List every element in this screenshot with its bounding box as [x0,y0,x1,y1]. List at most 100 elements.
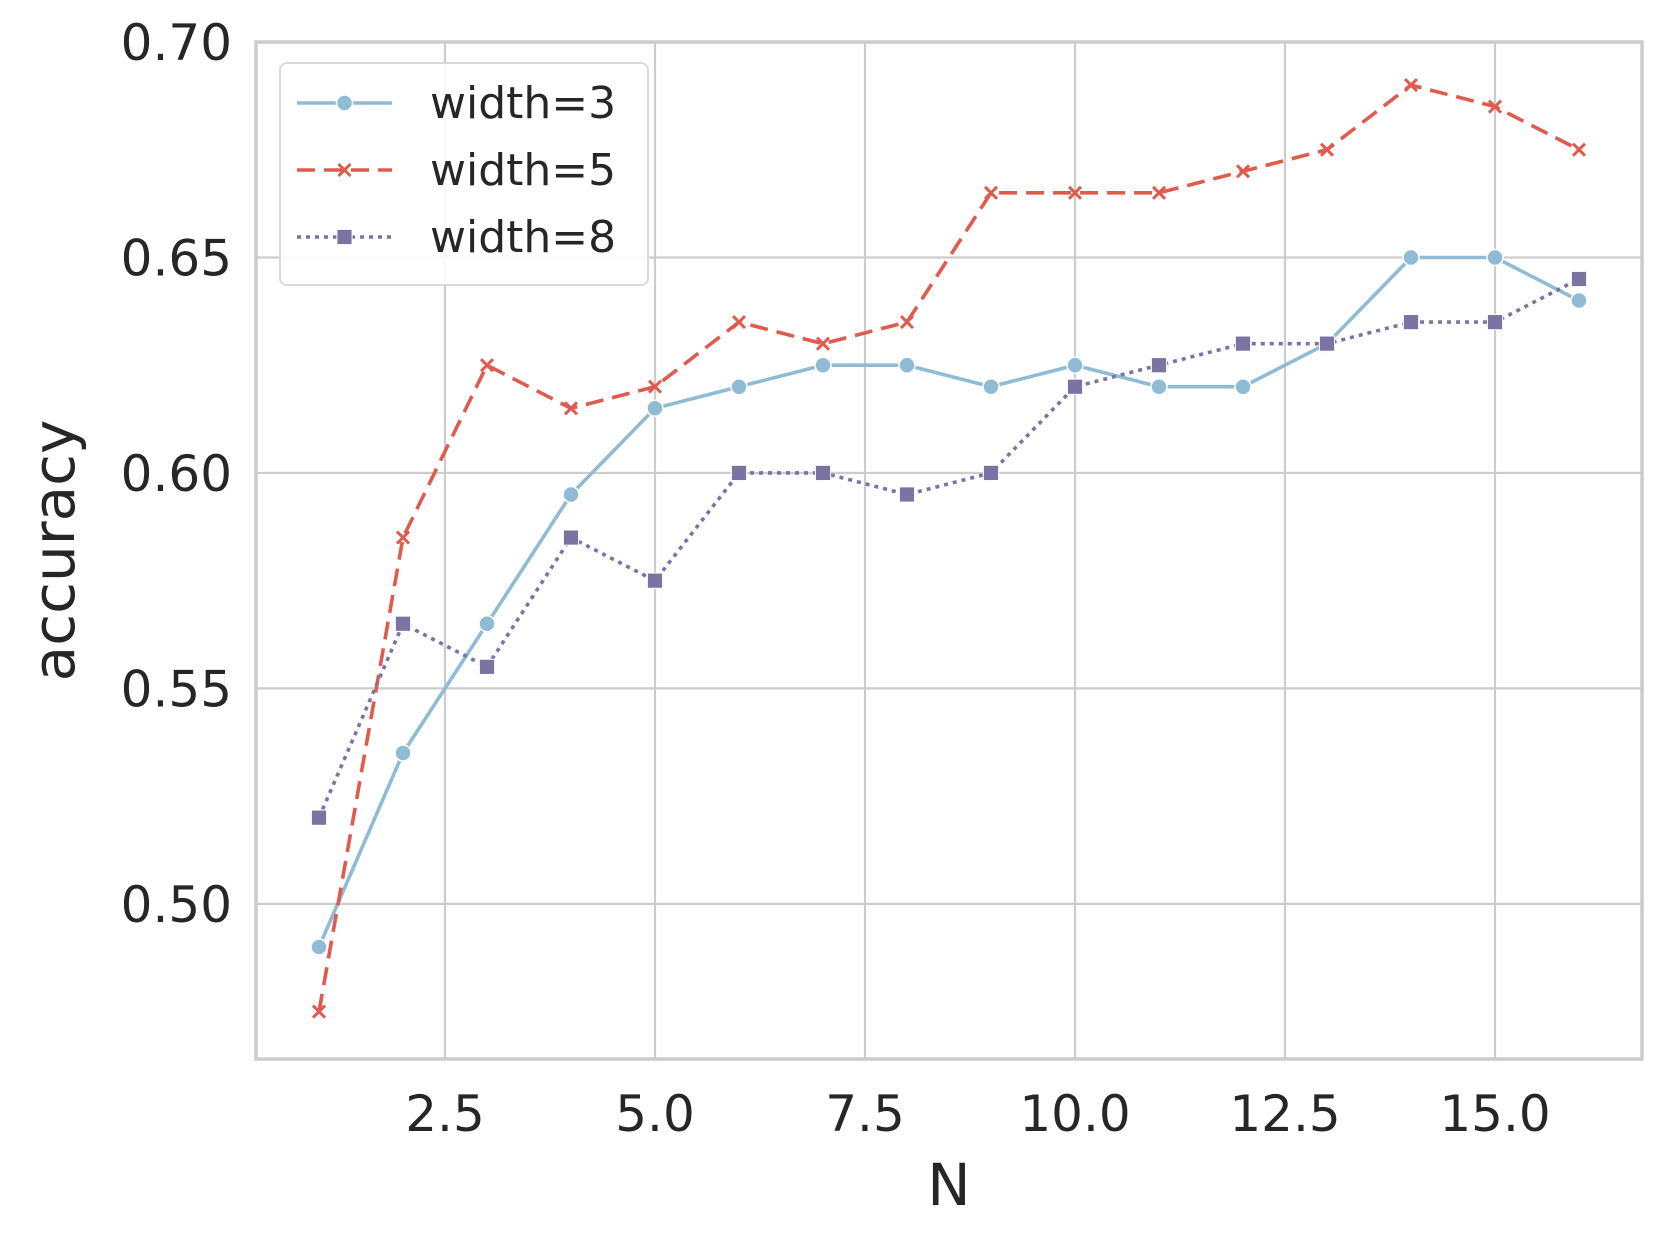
legend-box [279,62,649,286]
x-tick-label: 15.0 [1439,1085,1550,1143]
legend-marker [337,162,352,178]
data-point [1319,142,1335,157]
marker-stroke [479,358,495,373]
x-tick-label: 2.5 [405,1085,485,1143]
marker-stroke [1403,78,1419,93]
marker-stroke [563,401,579,416]
x-tick-label: 5.0 [615,1085,695,1143]
data-point [1066,356,1084,374]
data-point [1402,248,1420,267]
plot-border [254,40,1644,1061]
data-point [1487,99,1503,114]
data-point [1150,377,1168,396]
data-point [731,315,747,330]
marker-stroke [1151,185,1167,200]
data-point [479,358,495,373]
plot-frame [254,40,1644,1061]
tick-labels: 2.5 5.0 7.5 10.0 12.5 15.0 0.50 0.55 0.60 0.65 0.7… [121,14,1551,1143]
series-width=5 [311,78,1587,1019]
data-point [730,377,748,396]
marker-stroke [815,336,831,351]
data-point [898,356,916,374]
data-point [646,572,664,589]
y-tick-label: 0.60 [121,445,232,503]
marker-stroke [395,530,411,545]
data-point [311,1004,327,1019]
data-point [310,938,328,956]
data-point [898,486,916,503]
data-point [1234,335,1252,352]
marker-stroke [337,162,352,178]
marker-stroke [731,315,747,330]
data-point [478,615,496,633]
data-point [394,744,412,762]
data-point [310,809,328,826]
data-point [646,399,664,418]
data-point [562,485,580,504]
data-point [647,379,663,394]
legend-item: width=3 [297,78,616,129]
marker-stroke [1319,142,1335,157]
y-axis-label: accuracy [20,420,88,682]
marker-stroke [647,379,663,394]
data-point [563,401,579,416]
data-point [730,464,748,482]
y-tick-label: 0.55 [121,660,232,718]
marker-stroke [311,1004,327,1019]
data-point [1571,142,1587,157]
x-tick-label: 10.0 [1019,1085,1130,1143]
data-point [1486,248,1504,267]
data-point [1066,378,1084,395]
data-point [1234,377,1252,396]
y-tick-label: 0.50 [121,876,232,934]
data-point [814,464,832,482]
legend-label: width=5 [430,145,616,196]
data-point [562,529,580,546]
data-point [395,530,411,545]
marker-stroke [899,315,915,330]
series-line [317,83,1580,1012]
x-tick-label: 12.5 [1229,1085,1340,1143]
data-point [1402,314,1420,331]
marker-stroke [1235,164,1251,179]
data-point [478,658,496,675]
x-axis-label: N [927,1151,970,1219]
legend-marker [335,94,354,112]
data-point [1235,164,1251,179]
marker-stroke [1067,185,1083,200]
data-point [394,615,412,632]
data-point [982,377,1000,396]
data-point [1318,335,1336,352]
data-point [815,336,831,351]
data-point [1403,78,1419,93]
data-point [983,185,999,200]
legend-label: width=3 [430,78,616,129]
legend: width=3 width=5 width=8 [279,62,649,286]
data-point [899,315,915,330]
series-width=3 [310,248,1588,956]
y-tick-label: 0.70 [121,14,232,72]
data-point [814,356,832,374]
data-point [1150,357,1168,374]
y-tick-label: 0.65 [121,229,232,287]
data-point [1151,185,1167,200]
series-line [317,255,1580,948]
marker-stroke [1571,142,1587,157]
marker-stroke [983,185,999,200]
data-point [1570,291,1588,310]
legend-item: width=5 [297,145,616,196]
data-point [982,464,1000,482]
series-line [317,277,1580,819]
legend-label: width=8 [430,212,616,263]
legend-item: width=8 [297,212,616,263]
data-point [1486,314,1504,331]
x-tick-label: 7.5 [825,1085,905,1143]
series-width=8 [310,270,1588,826]
marker-stroke [1487,99,1503,114]
series-layer [310,78,1588,1019]
data-point [1570,270,1588,288]
legend-marker [336,228,353,246]
data-point [1067,185,1083,200]
